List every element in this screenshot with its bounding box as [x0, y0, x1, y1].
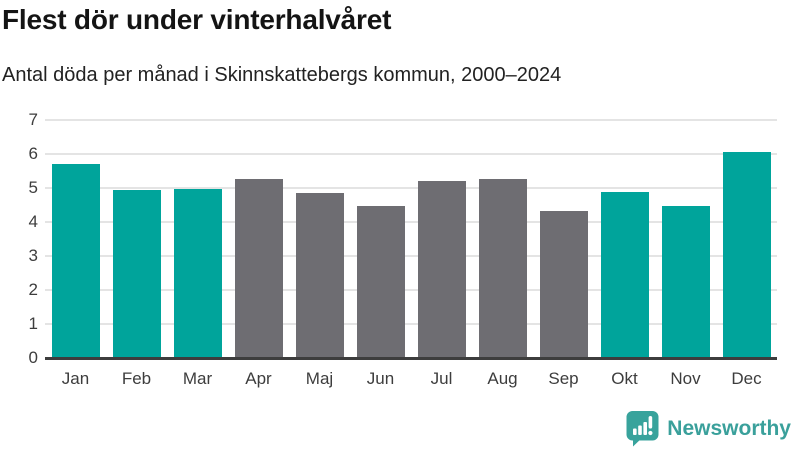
bar-aug — [478, 179, 527, 358]
bar-jan — [51, 164, 100, 358]
gridline-y6 — [45, 153, 777, 155]
x-tick-label-aug: Aug — [487, 369, 518, 388]
y-tick-label-6: 6 — [28, 144, 38, 163]
gridline-y7 — [45, 119, 777, 121]
x-tick-label-jun: Jun — [366, 369, 395, 388]
y-tick-label-7: 7 — [28, 110, 38, 129]
gridline-y2 — [45, 289, 777, 291]
y-tick-label-3: 3 — [28, 246, 38, 265]
y-tick-label-5: 5 — [28, 178, 38, 197]
y-tick-label-4: 4 — [28, 212, 38, 231]
bar-okt — [600, 192, 649, 358]
x-axis-line — [45, 357, 777, 360]
newsworthy-logo: Newsworthy — [626, 411, 791, 447]
bar-feb — [112, 190, 161, 358]
y-tick-label-2: 2 — [28, 280, 38, 299]
x-tick-label-okt: Okt — [611, 369, 638, 388]
newsworthy-logo-text: Newsworthy — [667, 417, 791, 440]
x-tick-label-dec: Dec — [731, 369, 762, 388]
newsworthy-bubble-chart-icon — [626, 411, 659, 447]
bar-jul — [417, 181, 466, 358]
bar-mar — [173, 189, 222, 358]
gridline-y3 — [45, 255, 777, 257]
x-tick-label-sep: Sep — [548, 369, 579, 388]
bar-jun — [356, 206, 405, 358]
bar-sep — [539, 210, 588, 358]
x-tick-label-jul: Jul — [430, 369, 453, 388]
x-tick-label-nov: Nov — [670, 369, 701, 388]
x-tick-label-jan: Jan — [61, 369, 90, 388]
y-tick-label-1: 1 — [28, 314, 38, 333]
bar-dec — [722, 151, 771, 358]
bar-maj — [295, 193, 344, 358]
x-tick-label-apr: Apr — [245, 369, 272, 388]
chart-title: Flest dör under vinterhalvåret — [2, 4, 392, 35]
y-tick-label-0: 0 — [28, 348, 38, 367]
x-tick-label-mar: Mar — [182, 369, 213, 388]
x-tick-label-maj: Maj — [305, 369, 334, 388]
x-tick-label-feb: Feb — [121, 369, 152, 388]
gridline-y5 — [45, 187, 777, 189]
bar-nov — [661, 206, 710, 358]
gridline-y4 — [45, 221, 777, 223]
chart-subtitle: Antal döda per månad i Skinnskattebergs … — [2, 64, 562, 86]
bar-apr — [234, 179, 283, 358]
gridline-y1 — [45, 323, 777, 325]
